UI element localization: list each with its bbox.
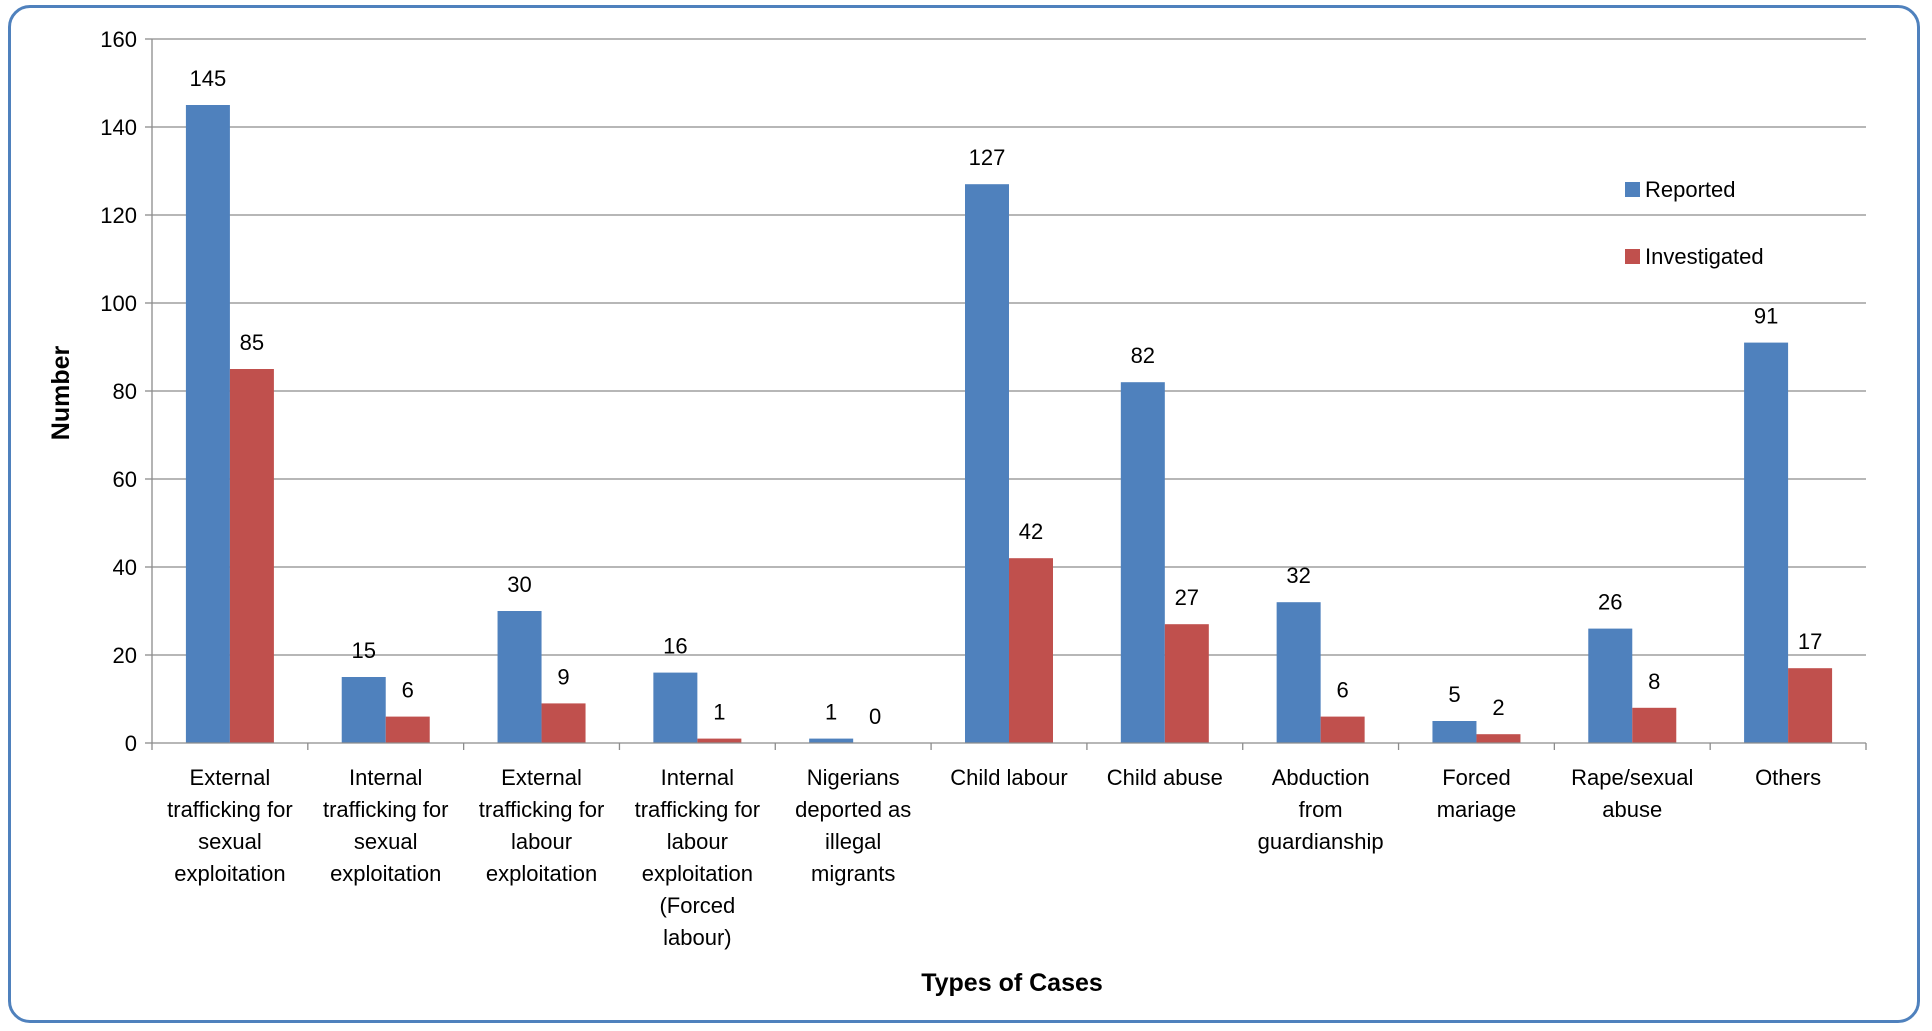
y-tick-label: 160: [100, 27, 137, 52]
data-label: 1: [825, 700, 837, 725]
data-label: 27: [1175, 585, 1199, 610]
legend-label-investigated: Investigated: [1645, 244, 1764, 269]
x-tick-labels: External trafficking for sexual exploitatio…: [167, 765, 1821, 950]
bar-investigated: [229, 369, 274, 743]
data-label: 145: [190, 66, 227, 91]
bar-investigated: [1632, 707, 1677, 743]
y-tick-label: 140: [100, 115, 137, 140]
x-tick-label: Abduction from guardianship: [1258, 765, 1384, 854]
x-tick-label: Child labour: [950, 765, 1067, 790]
bar-reported: [1120, 382, 1165, 743]
y-tick-label: 60: [113, 467, 137, 492]
x-tick-label: Others: [1755, 765, 1821, 790]
bar-reported: [965, 184, 1009, 743]
bar-investigated: [1320, 716, 1365, 743]
y-tick-labels: 0 20 40 60 80 100 120 140 160: [100, 27, 137, 756]
axes: [145, 38, 1867, 750]
data-label: 17: [1798, 629, 1822, 654]
legend-swatch-reported: [1625, 182, 1640, 197]
x-tick-label: Forced mariage: [1437, 765, 1516, 822]
bar-investigated: [1164, 624, 1209, 743]
legend-label-reported: Reported: [1645, 177, 1736, 202]
bar-reported: [1432, 721, 1477, 743]
data-label: 5: [1448, 682, 1460, 707]
y-tick-label: 80: [113, 379, 137, 404]
x-axis-title: Types of Cases: [921, 969, 1103, 997]
data-label: 16: [663, 634, 687, 659]
data-label: 82: [1131, 343, 1155, 368]
x-tick-label: Internal trafficking for sexual exploitatio…: [323, 765, 449, 886]
bar-investigated: [1476, 734, 1521, 743]
bar-reported: [1588, 628, 1633, 743]
x-tick-label: Rape/sexual abuse: [1571, 765, 1693, 822]
data-label: 91: [1754, 304, 1778, 329]
data-label: 15: [351, 638, 375, 663]
data-label: 32: [1286, 563, 1310, 588]
data-label: 127: [969, 145, 1006, 170]
data-label: 85: [240, 330, 264, 355]
data-label: 9: [557, 664, 569, 689]
data-label: 6: [1337, 678, 1349, 703]
y-tick-label: 20: [113, 643, 137, 668]
bar-investigated: [697, 738, 742, 743]
y-tick-label: 120: [100, 203, 137, 228]
y-tick-label: 100: [100, 291, 137, 316]
data-label: 8: [1648, 669, 1660, 694]
data-label: 30: [507, 572, 531, 597]
bar-reported: [1276, 602, 1321, 743]
legend: Reported Investigated: [1625, 177, 1764, 269]
bar-reported: [497, 611, 542, 743]
bar-reported: [1744, 342, 1789, 743]
data-label: 1: [713, 700, 725, 725]
y-tick-label: 0: [125, 731, 137, 756]
data-label: 26: [1598, 590, 1622, 615]
x-tick-label: External trafficking for labour exploitatio…: [479, 765, 605, 886]
bar-reported: [653, 672, 698, 743]
bar-investigated: [385, 716, 430, 743]
bar-investigated: [541, 703, 586, 743]
x-tick-label: Internal trafficking for labour exploitatio…: [635, 765, 761, 950]
x-tick-label: Child abuse: [1107, 765, 1223, 790]
data-label: 6: [402, 678, 414, 703]
y-axis-title: Number: [47, 346, 75, 441]
data-label: 42: [1019, 519, 1043, 544]
bar-reported: [341, 677, 386, 743]
data-label: 2: [1492, 695, 1504, 720]
x-tick-label: External trafficking for sexual exploitatio…: [167, 765, 293, 886]
bar-investigated: [1788, 668, 1833, 743]
bars: [185, 105, 1833, 743]
chart-frame: 0 20 40 60 80 100 120 140 160 External traffickin…: [8, 5, 1920, 1023]
legend-swatch-investigated: [1625, 249, 1640, 264]
data-label: 0: [869, 704, 881, 729]
bar-investigated: [1009, 558, 1053, 743]
y-tick-label: 40: [113, 555, 137, 580]
bar-reported: [809, 738, 854, 743]
x-tick-label: Nigerians deported as illegal migrants: [795, 765, 911, 886]
bar-reported: [185, 105, 230, 743]
